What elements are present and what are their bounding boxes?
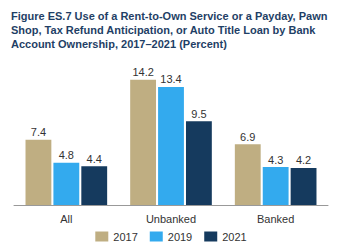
- svg-text:4.2: 4.2: [296, 154, 311, 166]
- svg-text:Shop, Tax Refund Anticipation,: Shop, Tax Refund Anticipation, or Auto T…: [11, 24, 318, 36]
- svg-text:Unbanked: Unbanked: [146, 213, 196, 225]
- svg-text:4.4: 4.4: [87, 153, 102, 165]
- svg-text:7.4: 7.4: [31, 126, 46, 138]
- svg-text:4.8: 4.8: [59, 149, 74, 161]
- svg-text:14.2: 14.2: [132, 66, 153, 78]
- svg-text:Figure ES.7 Use of a Rent-to-O: Figure ES.7 Use of a Rent-to-Own Service…: [11, 10, 331, 22]
- svg-text:2021: 2021: [222, 231, 246, 243]
- svg-text:6.9: 6.9: [240, 131, 255, 143]
- svg-text:13.4: 13.4: [160, 73, 181, 85]
- svg-text:2019: 2019: [168, 231, 192, 243]
- svg-text:9.5: 9.5: [191, 108, 206, 120]
- svg-text:Account Ownership, 2017–2021 (: Account Ownership, 2017–2021 (Percent): [11, 38, 227, 50]
- svg-text:All: All: [60, 213, 72, 225]
- svg-text:Banked: Banked: [257, 213, 294, 225]
- svg-text:2017: 2017: [113, 231, 137, 243]
- svg-text:4.3: 4.3: [268, 154, 283, 166]
